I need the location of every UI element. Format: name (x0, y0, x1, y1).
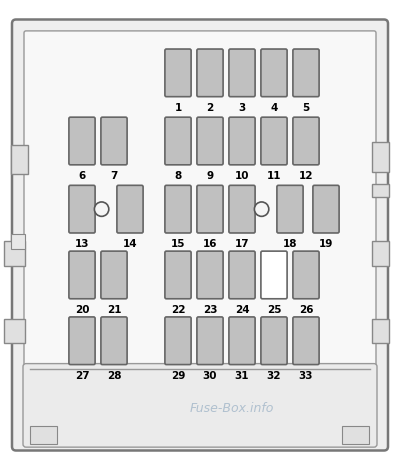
Text: 28: 28 (107, 371, 121, 381)
Bar (372, 142, 389, 172)
Bar (11, 145, 28, 174)
FancyBboxPatch shape (24, 31, 376, 371)
Text: 17: 17 (235, 240, 249, 250)
FancyBboxPatch shape (277, 185, 303, 233)
Text: 26: 26 (299, 306, 313, 315)
FancyBboxPatch shape (23, 364, 377, 447)
Text: 20: 20 (75, 306, 89, 315)
Text: 11: 11 (267, 172, 281, 181)
FancyBboxPatch shape (293, 317, 319, 365)
FancyBboxPatch shape (197, 251, 223, 299)
Text: 21: 21 (107, 306, 121, 315)
FancyBboxPatch shape (165, 185, 191, 233)
FancyBboxPatch shape (12, 19, 388, 451)
FancyBboxPatch shape (261, 317, 287, 365)
FancyBboxPatch shape (101, 251, 127, 299)
FancyBboxPatch shape (101, 317, 127, 365)
Text: 7: 7 (110, 172, 118, 181)
FancyBboxPatch shape (197, 185, 223, 233)
FancyBboxPatch shape (69, 117, 95, 165)
Text: 10: 10 (235, 172, 249, 181)
FancyBboxPatch shape (261, 49, 287, 97)
FancyBboxPatch shape (229, 49, 255, 97)
Bar (4, 241, 25, 266)
Bar (342, 426, 369, 444)
Text: 9: 9 (206, 172, 214, 181)
Text: 19: 19 (319, 240, 333, 250)
Text: 2: 2 (206, 103, 214, 113)
Text: 6: 6 (78, 172, 86, 181)
Text: 27: 27 (75, 371, 89, 381)
Text: 5: 5 (302, 103, 310, 113)
FancyBboxPatch shape (293, 117, 319, 165)
Text: 22: 22 (171, 306, 185, 315)
FancyBboxPatch shape (101, 117, 127, 165)
FancyBboxPatch shape (229, 117, 255, 165)
Text: 29: 29 (171, 371, 185, 381)
FancyBboxPatch shape (261, 251, 287, 299)
Text: 8: 8 (174, 172, 182, 181)
Bar (11, 234, 25, 249)
FancyBboxPatch shape (197, 49, 223, 97)
Text: 31: 31 (235, 371, 249, 381)
Circle shape (94, 202, 109, 216)
FancyBboxPatch shape (229, 185, 255, 233)
Text: 1: 1 (174, 103, 182, 113)
Text: 18: 18 (283, 240, 297, 250)
Text: 23: 23 (203, 306, 217, 315)
FancyBboxPatch shape (165, 49, 191, 97)
Text: Fuse-Box.info: Fuse-Box.info (190, 402, 274, 415)
FancyBboxPatch shape (293, 251, 319, 299)
Text: 32: 32 (267, 371, 281, 381)
Text: 4: 4 (270, 103, 278, 113)
Text: 14: 14 (123, 240, 137, 250)
FancyBboxPatch shape (69, 185, 95, 233)
Text: 33: 33 (299, 371, 313, 381)
FancyBboxPatch shape (293, 49, 319, 97)
FancyBboxPatch shape (261, 117, 287, 165)
FancyBboxPatch shape (69, 251, 95, 299)
Text: 24: 24 (235, 306, 249, 315)
FancyBboxPatch shape (229, 317, 255, 365)
FancyBboxPatch shape (165, 251, 191, 299)
Text: 30: 30 (203, 371, 217, 381)
Bar (372, 319, 389, 343)
Bar (4, 319, 25, 343)
Bar (372, 241, 389, 266)
Text: 16: 16 (203, 240, 217, 250)
FancyBboxPatch shape (69, 317, 95, 365)
FancyBboxPatch shape (165, 117, 191, 165)
Bar (372, 184, 389, 197)
FancyBboxPatch shape (165, 317, 191, 365)
FancyBboxPatch shape (197, 117, 223, 165)
FancyBboxPatch shape (229, 251, 255, 299)
FancyBboxPatch shape (313, 185, 339, 233)
Text: 25: 25 (267, 306, 281, 315)
Text: 15: 15 (171, 240, 185, 250)
Text: 13: 13 (75, 240, 89, 250)
Text: 3: 3 (238, 103, 246, 113)
FancyBboxPatch shape (117, 185, 143, 233)
Text: 12: 12 (299, 172, 313, 181)
Bar (30, 426, 57, 444)
Circle shape (254, 202, 269, 216)
FancyBboxPatch shape (197, 317, 223, 365)
